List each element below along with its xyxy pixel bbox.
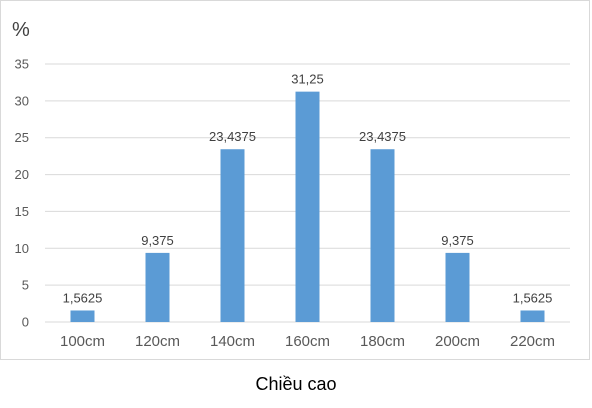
bar-220cm <box>520 310 545 322</box>
x-axis-ticks: 100cm 120cm 140cm 160cm 180cm 200cm 220cm <box>60 333 555 350</box>
y-tick-label: 35 <box>15 57 29 72</box>
data-label-200cm: 9,375 <box>441 233 474 248</box>
data-label-120cm: 9,375 <box>141 233 174 248</box>
data-label-160cm: 31,25 <box>291 72 324 87</box>
y-tick-label: 30 <box>15 93 29 108</box>
bar-180cm <box>370 149 395 322</box>
x-tick-label-160cm: 160cm <box>285 333 330 350</box>
bars <box>70 91 545 323</box>
data-labels: 1,5625 9,375 23,4375 31,25 23,4375 9,375 1,562… <box>63 72 553 306</box>
y-tick-label: 15 <box>15 204 29 219</box>
bar-120cm <box>145 252 170 322</box>
y-axis-ticks: 0 5 10 15 20 25 30 35 <box>15 57 29 330</box>
y-tick-label: 0 <box>22 315 29 330</box>
y-tick-label: 25 <box>15 130 29 145</box>
data-label-180cm: 23,4375 <box>359 129 406 144</box>
y-tick-label: 20 <box>15 167 29 182</box>
bar-140cm <box>220 149 245 322</box>
bar-chart: 0 5 10 15 20 25 30 35 1,5625 9,375 23,4375 31,25 23… <box>12 19 570 350</box>
bar-200cm <box>445 252 470 322</box>
x-tick-label-100cm: 100cm <box>60 333 105 350</box>
chart-frame <box>0 0 590 360</box>
data-label-140cm: 23,4375 <box>209 129 256 144</box>
x-tick-label-180cm: 180cm <box>360 333 405 350</box>
y-axis-unit-label: % <box>12 19 30 41</box>
x-tick-label-220cm: 220cm <box>510 333 555 350</box>
x-tick-label-120cm: 120cm <box>135 333 180 350</box>
bar-160cm <box>295 91 320 323</box>
y-tick-label: 10 <box>15 241 29 256</box>
y-tick-label: 5 <box>22 278 29 293</box>
data-label-100cm: 1,5625 <box>63 290 103 305</box>
bar-100cm <box>70 310 95 322</box>
data-label-220cm: 1,5625 <box>513 290 553 305</box>
x-tick-label-200cm: 200cm <box>435 333 480 350</box>
x-axis-title: Chiều cao <box>255 374 337 394</box>
x-tick-label-140cm: 140cm <box>210 333 255 350</box>
